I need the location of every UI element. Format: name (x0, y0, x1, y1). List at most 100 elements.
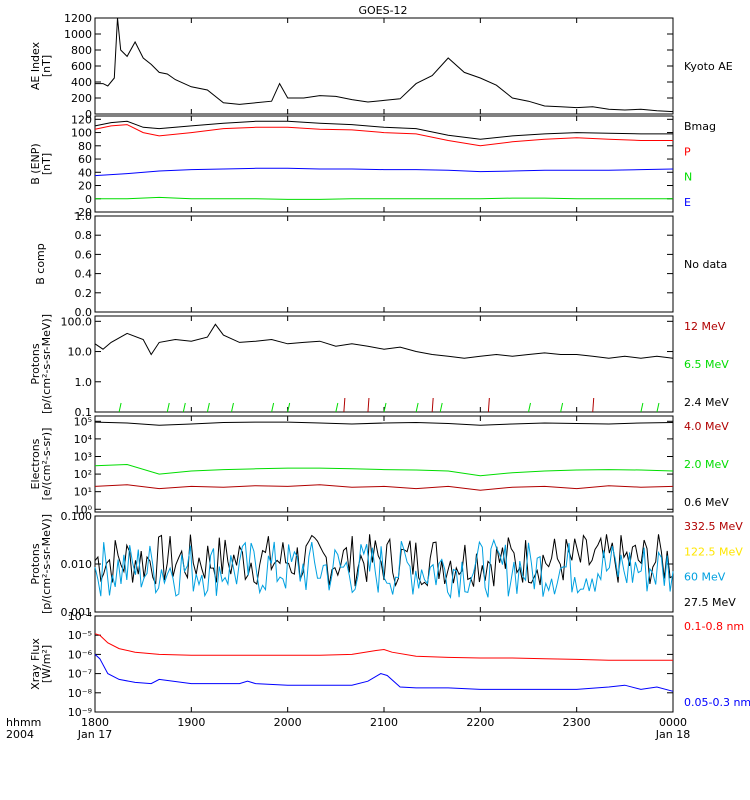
legend-no-data: No data (684, 258, 727, 271)
x-tick-label: 1900 (177, 716, 205, 729)
spike-6-5-mev (383, 402, 387, 413)
y-tick-label: 600 (71, 60, 92, 73)
x-corner-label-bottom: 2004 (6, 728, 34, 741)
legend-kyoto-ae: Kyoto AE (684, 60, 733, 73)
spike-12-mev (343, 397, 346, 413)
series-line-Bmag (94, 120, 673, 140)
x-corner-label-top: hhmm (6, 716, 41, 729)
y-tick-label: 0.001 (61, 606, 93, 619)
y-tick-label: 20 (78, 180, 92, 193)
spike-6-5-mev (656, 402, 660, 413)
legend-n: N (684, 171, 692, 184)
legend-0-1-0-8-nm: 0.1-0.8 nm (684, 620, 744, 633)
series-line-P (94, 124, 673, 147)
series-line-2-4-MeV (94, 323, 674, 359)
y-tick-label: 10⁵ (74, 415, 92, 428)
y-axis-label: B (ENP) (29, 143, 42, 184)
y-axis-label: Electrons (29, 438, 42, 489)
y-tick-label: 0 (85, 193, 92, 206)
y-tick-label: 400 (71, 76, 92, 89)
legend-122-5-mev: 122.5 MeV (684, 545, 743, 558)
spike-6-5-mev (166, 402, 170, 413)
y-tick-label: 10.0 (68, 346, 93, 359)
y-tick-label: 800 (71, 44, 92, 57)
spike-6-5-mev (118, 402, 122, 413)
series-line-N (95, 196, 673, 200)
y-tick-label: 0.2 (75, 287, 93, 300)
legend-4-0-mev: 4.0 MeV (684, 420, 729, 433)
spike-6-5-mev (206, 402, 210, 413)
y-tick-label: 0.4 (75, 268, 93, 281)
y-tick-label: 10⁻⁴ (68, 610, 93, 623)
spike-12-mev (367, 397, 370, 413)
y-tick-label: 10¹ (74, 486, 92, 499)
panel-4: 0.1 1.0 10.0 100.0 Protons[p/(cm²-s-sr-MeV)]… (29, 314, 729, 419)
x-tick-label: 2100 (370, 716, 398, 729)
y-axis-label: AE Index (29, 41, 42, 90)
x-tick-label: 2200 (466, 716, 494, 729)
spike-12-mev (592, 397, 595, 413)
legend-e: E (684, 196, 691, 209)
legend-0-05-0-3-nm: 0.05-0.3 nm (684, 696, 750, 709)
y-axis-label: Xray Flux (29, 638, 42, 690)
legend-332-5-mev: 332.5 MeV (684, 520, 743, 533)
series-line-2-0-MeV (94, 463, 674, 477)
y-tick-label: 1200 (64, 12, 92, 25)
y-tick-label: 1000 (64, 28, 92, 41)
y-axis-label: Protons (29, 343, 42, 384)
panel-frame (94, 315, 674, 413)
panel-frame (94, 215, 674, 313)
spike-6-5-mev (640, 402, 644, 413)
y-tick-label: 40 (78, 166, 92, 179)
y-tick-label: 60 (78, 153, 92, 166)
y-tick-label: 120 (71, 113, 92, 126)
y-axis-label: Protons (29, 543, 42, 584)
spike-6-5-mev (415, 402, 419, 413)
y-axis-label: [nT] (40, 55, 53, 77)
y-tick-label: 0.1 (75, 406, 93, 419)
y-tick-label: 10² (74, 468, 92, 481)
legend-p: P (684, 145, 691, 158)
y-tick-label: 10⁻⁹ (68, 706, 92, 719)
series-line-0-6-MeV (94, 421, 674, 426)
y-tick-label: -20 (74, 206, 92, 219)
legend-6-5-mev: 6.5 MeV (684, 358, 729, 371)
y-tick-label: 200 (71, 92, 92, 105)
panel-frame (94, 415, 674, 513)
panel-frame (94, 615, 674, 713)
y-tick-label: 10⁻⁶ (68, 648, 93, 661)
legend-12-mev: 12 MeV (684, 320, 726, 333)
y-tick-label: 1.0 (75, 210, 93, 223)
spike-6-5-mev (287, 402, 291, 413)
series-line-4-0-MeV (94, 484, 674, 491)
series-line-Kyoto-AE (95, 17, 674, 113)
panel-7: 10⁻⁹ 10⁻⁸ 10⁻⁷ 10⁻⁶ 10⁻⁵ 10⁻⁴ Xray Flux[W/m²] 0… (29, 610, 750, 719)
x-tick-date-label: Jan 18 (655, 728, 690, 741)
y-axis-label: B comp (34, 243, 47, 285)
spike-6-5-mev (439, 402, 443, 413)
y-tick-label: 0 (85, 108, 92, 121)
spike-12-mev (431, 397, 434, 413)
y-tick-label: 0.6 (75, 248, 93, 261)
figure-title: GOES-12 (358, 4, 407, 17)
y-tick-label: 0.100 (61, 510, 93, 523)
legend-0-6-mev: 0.6 MeV (684, 496, 729, 509)
y-tick-label: 10⁻⁵ (68, 629, 92, 642)
y-tick-label: 0.0 (75, 306, 93, 319)
y-tick-label: 10⁴ (74, 433, 93, 446)
series-line-60-MeV (94, 538, 674, 600)
legend-bmag: Bmag (684, 120, 716, 133)
y-tick-label: 100 (71, 127, 92, 140)
series-line-E (94, 167, 674, 177)
spike-6-5-mev (271, 402, 275, 413)
x-tick-label: 0000 (659, 716, 687, 729)
series-line-27-5-MeV (94, 534, 674, 587)
x-tick-label: 1800 (81, 716, 109, 729)
y-tick-label: 0.8 (75, 229, 93, 242)
y-tick-label: 100.0 (61, 315, 93, 328)
y-tick-label: 1.0 (75, 376, 93, 389)
y-axis-label: [e/(cm²-s-sr)] (40, 428, 53, 501)
y-axis-label: [W/m²] (40, 645, 53, 683)
x-tick-label: 2000 (274, 716, 302, 729)
